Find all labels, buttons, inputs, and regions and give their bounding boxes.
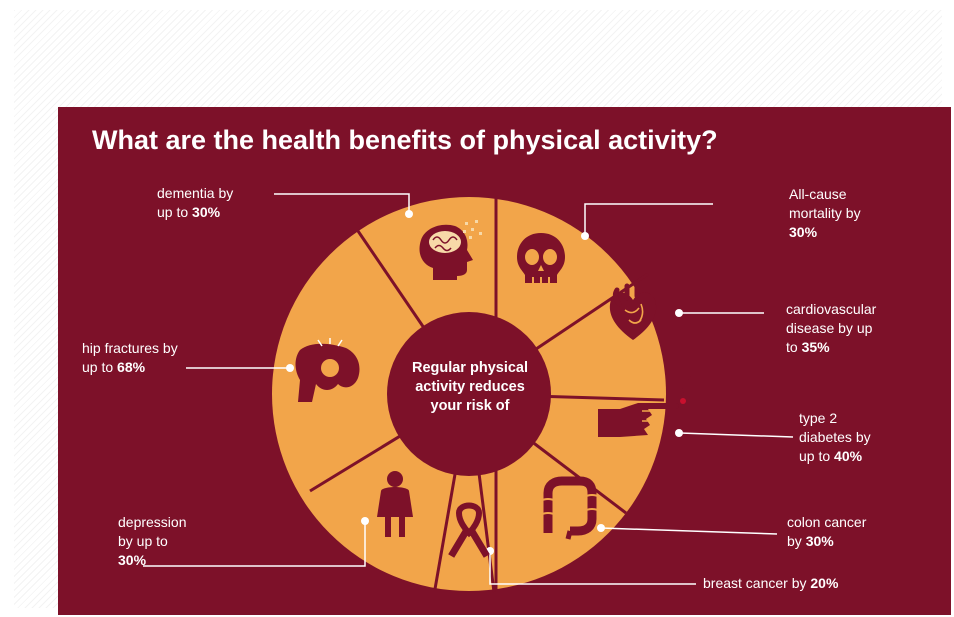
leader-diabetes [679,432,794,438]
leader-breast-cancer [489,551,696,585]
label-colon-cancer: colon cancer by 30% [787,514,867,549]
label-depression: depression by up to 30% [118,514,187,568]
center-line-1: Regular physical [411,360,529,376]
infographic-title: What are the health benefits of physical… [92,125,718,155]
finger-prick-icon [598,376,694,437]
center-line-2: activity reduces [415,379,525,395]
label-hip-fractures: hip fractures by up to 68% [82,340,178,375]
dot-depression [361,517,369,525]
label-cardiovascular: cardiovascular disease by up to 35% [786,301,877,355]
dot-diabetes [675,429,683,437]
colon-icon [539,476,601,540]
leader-mortality [584,203,713,234]
person-icon [377,471,413,537]
leader-depression [143,521,366,567]
infographic-panel: What are the health benefits of physical… [58,107,951,615]
heart-icon [609,281,657,340]
dot-colon-cancer [597,524,605,532]
label-dementia: dementia by up to 30% [157,185,234,220]
benefit-wheel [143,193,794,594]
dot-hip-fractures [286,364,294,372]
leader-colon-cancer [600,527,778,535]
center-caption: Regular physical activity reduces your r… [395,359,545,416]
dot-mortality [581,232,589,240]
dot-dementia [405,210,413,218]
ribbon-icon [448,502,490,558]
brain-head-icon [419,220,482,280]
dot-cardiovascular [675,309,683,317]
label-diabetes: type 2 diabetes by up to 40% [799,410,871,464]
label-breast-cancer: breast cancer by 20% [703,575,839,591]
label-mortality: All-cause mortality by 30% [789,186,861,240]
leader-dementia [274,193,410,212]
wheel-center-disc [387,312,551,476]
hip-bone-icon [295,338,360,402]
center-line-3: your risk of [430,398,510,414]
skull-icon [517,233,565,283]
